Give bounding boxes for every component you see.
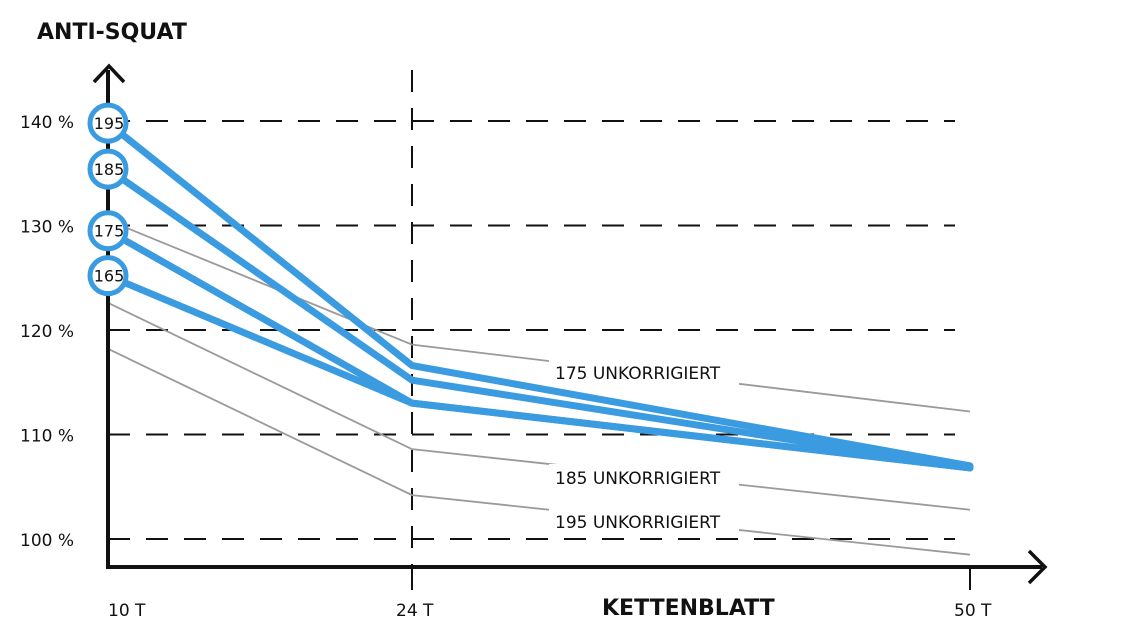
y-tick-label: 130 % (20, 218, 74, 238)
series-label-195: 195 (94, 114, 125, 133)
series-label-165: 165 (94, 267, 125, 286)
x-tick-label: 24 T (396, 601, 434, 621)
reference-line (107, 302, 971, 511)
reference-label-bg (549, 464, 739, 492)
reference-line (107, 347, 971, 556)
x-axis-title: KETTENBLATT (602, 596, 775, 621)
series-marker-165 (87, 255, 129, 297)
reference-label: 195 UNKORRIGIERT (555, 513, 721, 533)
reference-label-bg (549, 508, 739, 536)
series-marker-175 (87, 210, 129, 252)
y-tick-label: 120 % (20, 322, 74, 342)
series-line-185 (104, 165, 974, 472)
x-tick-label: 10 T (108, 601, 146, 621)
series-marker-195 (87, 102, 129, 144)
y-axis-title: ANTI-SQUAT (37, 20, 187, 45)
series-marker-185 (87, 148, 129, 190)
y-axis-arrow (92, 63, 126, 84)
reference-label: 175 UNKORRIGIERT (555, 364, 721, 384)
y-tick-label: 140 % (20, 113, 74, 133)
series-label-175: 175 (94, 222, 125, 241)
series-label-185: 185 (94, 160, 125, 179)
y-tick-label: 100 % (20, 531, 74, 551)
x-axis-arrow (1027, 549, 1048, 585)
series-line-195 (104, 119, 974, 470)
reference-label: 185 UNKORRIGIERT (555, 469, 721, 489)
y-tick-label: 110 % (20, 427, 74, 447)
x-tick-label: 50 T (954, 601, 992, 621)
series-line-175 (104, 227, 974, 472)
reference-label-bg (549, 359, 739, 387)
series-line-165 (104, 272, 974, 472)
reference-line (107, 219, 971, 413)
